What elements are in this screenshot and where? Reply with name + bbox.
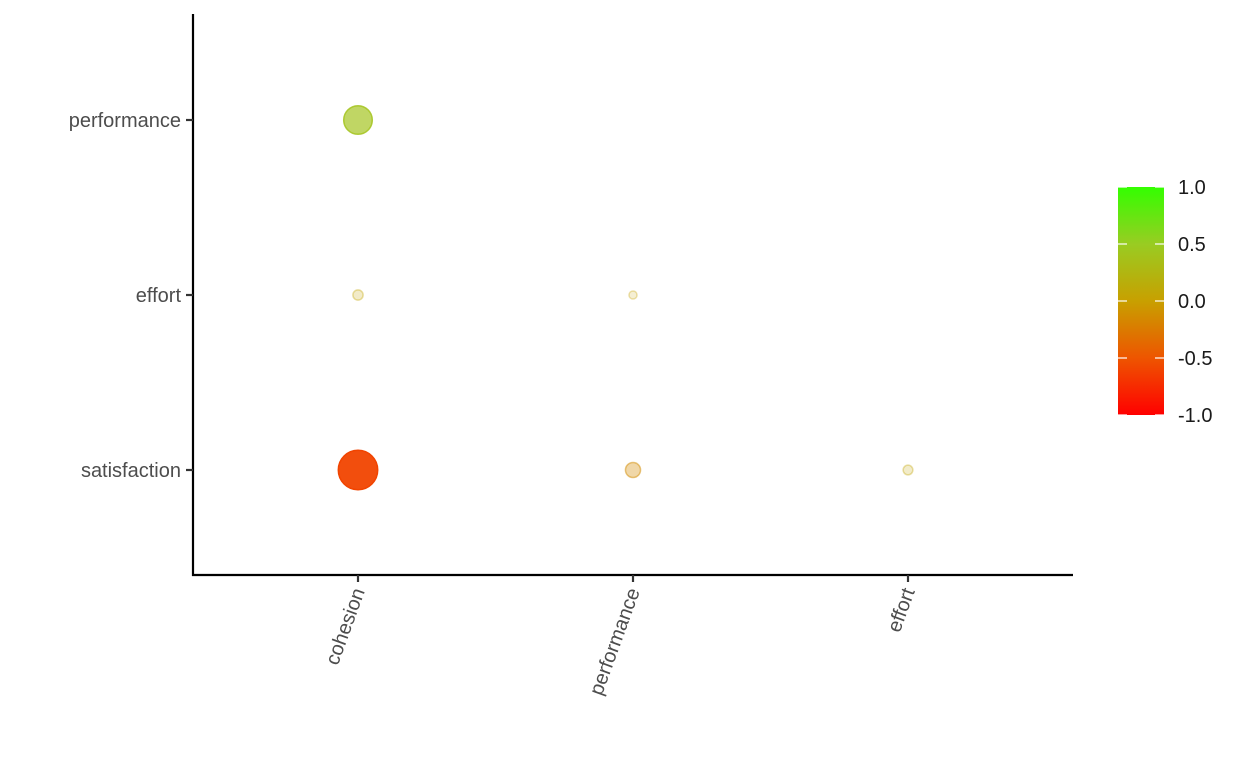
correlation-point	[342, 104, 374, 136]
correlation-point	[352, 289, 364, 301]
x-tick-label: cohesion	[322, 585, 370, 668]
legend-tick-label: 0.0	[1178, 291, 1206, 313]
color-legend: 1.0 0.5 0.0 -0.5 -1.0	[1118, 177, 1212, 427]
x-tick-label: effort	[884, 585, 920, 635]
legend-tick-label: -1.0	[1178, 405, 1212, 427]
correlation-point	[624, 461, 642, 479]
axes: satisfaction effort performance cohesion per…	[69, 14, 1073, 698]
y-tick-label: satisfaction	[81, 460, 181, 482]
legend-tick-label: 1.0	[1178, 177, 1206, 199]
correlation-point	[337, 449, 379, 491]
correlation-point	[902, 464, 914, 476]
plot-area	[337, 104, 914, 491]
legend-tick-label: 0.5	[1178, 234, 1206, 256]
y-tick-label: effort	[136, 285, 182, 307]
y-tick-label: performance	[69, 110, 181, 132]
legend-tick-label: -0.5	[1178, 348, 1212, 370]
x-tick-label: performance	[586, 585, 645, 698]
correlation-point	[628, 290, 638, 300]
